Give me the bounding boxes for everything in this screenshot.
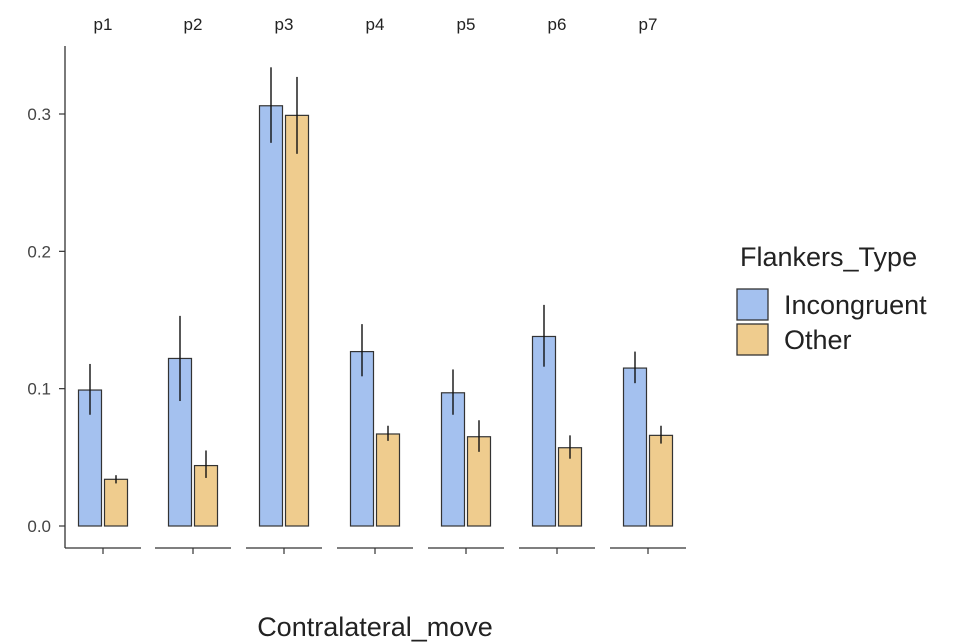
facet-label-p1: p1 xyxy=(94,15,113,34)
legend-label-incongruent: Incongruent xyxy=(784,290,927,320)
y-tick-label: 0.1 xyxy=(27,380,51,399)
y-tick-label: 0.0 xyxy=(27,517,51,536)
legend-key-other xyxy=(736,323,769,356)
legend-title: Flankers_Type xyxy=(740,242,917,272)
y-tick-label: 0.3 xyxy=(27,105,51,124)
facet-label-p7: p7 xyxy=(639,15,658,34)
bar-other-p3 xyxy=(284,114,310,527)
bar-other-p1 xyxy=(103,478,129,527)
facet-labels: p1 p2 p3 p4 p5 p6 p7 xyxy=(94,15,658,34)
bar-other-p6 xyxy=(557,447,583,527)
bar-incongruent-p7 xyxy=(622,367,648,527)
bar-incongruent-p4 xyxy=(349,350,375,527)
facet-label-p3: p3 xyxy=(275,15,294,34)
x-axis-label: Contralateral_move xyxy=(257,612,493,642)
error-bars xyxy=(89,67,662,484)
bars xyxy=(77,105,674,527)
bar-other-p7 xyxy=(648,434,674,527)
facet-label-p4: p4 xyxy=(366,15,385,34)
y-tick-label: 0.2 xyxy=(27,242,51,261)
y-axis: 0.0 0.1 0.2 0.3 xyxy=(27,46,66,548)
bar-other-p4 xyxy=(375,433,401,527)
facet-label-p2: p2 xyxy=(184,15,203,34)
x-axis xyxy=(65,547,686,554)
facet-label-p6: p6 xyxy=(548,15,567,34)
facet-label-p5: p5 xyxy=(457,15,476,34)
legend-key-incongruent xyxy=(736,288,769,321)
legend-label-other: Other xyxy=(784,325,852,355)
bar-incongruent-p3 xyxy=(258,105,284,527)
legend: Flankers_Type Incongruent Other xyxy=(736,242,927,356)
